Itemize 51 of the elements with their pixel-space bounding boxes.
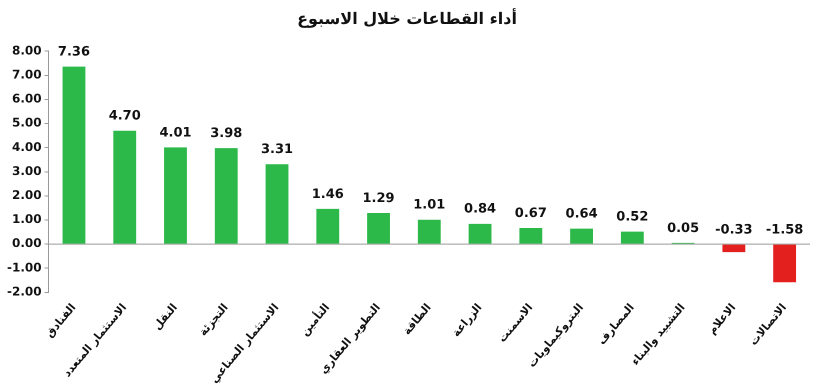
data-label: -1.58 [766,222,804,238]
x-tick-label: الاسمنت [496,301,536,345]
x-tick-label: الاعلام [705,301,738,337]
data-label: 0.52 [616,209,648,224]
data-label: 4.01 [159,125,192,140]
data-label: 1.01 [413,198,446,213]
bar [468,224,492,244]
bar [367,213,390,244]
bar [113,130,136,244]
data-label: -0.33 [715,222,753,238]
chart-title: أداء القطاعات خلال الاسبوع [297,8,517,28]
x-tick-label: الاتصالات [746,301,790,348]
x-tick-label: النقل [150,301,180,332]
bar [164,147,187,244]
bar [620,232,644,244]
y-tick-label: 2.00 [12,188,42,202]
y-tick-label: 8.00 [12,43,42,58]
y-tick-label: 4.00 [12,140,42,154]
x-tick-label: التجزئة [196,301,231,338]
bar [316,208,340,244]
bar [722,244,746,252]
x-tick-label: التأمين [297,300,332,338]
data-label: 1.46 [312,186,344,202]
y-tick-label: 7.00 [12,67,42,82]
x-tick-label: المصارف [595,301,637,348]
x-tick-label: الفنادق [42,301,78,340]
data-label: 3.98 [210,126,242,142]
data-label: 1.29 [362,190,395,206]
y-tick-label: 1.00 [12,212,42,226]
bar [214,148,238,244]
bar [773,244,796,282]
y-tick-label: -1.00 [6,260,42,274]
data-label: 4.70 [108,108,141,124]
bar [418,220,441,244]
data-label: 0.67 [514,206,547,221]
data-label: 0.84 [464,202,496,217]
bar [62,66,86,244]
y-tick-label: 3.00 [12,164,42,178]
bar [519,228,542,244]
data-label: 3.31 [260,142,294,158]
bar [570,228,593,244]
x-tick-label: الطاقة [400,301,434,338]
y-tick-label: 0.00 [12,236,42,250]
y-tick-label: 6.00 [12,92,42,106]
data-label: 0.05 [667,220,700,236]
y-tick-label: -2.00 [6,284,42,298]
bar [266,164,288,244]
data-label: 0.64 [566,206,598,222]
y-tick-label: 5.00 [12,116,42,130]
data-label: 7.36 [58,44,90,60]
x-tick-label: الزراعة [449,301,485,340]
